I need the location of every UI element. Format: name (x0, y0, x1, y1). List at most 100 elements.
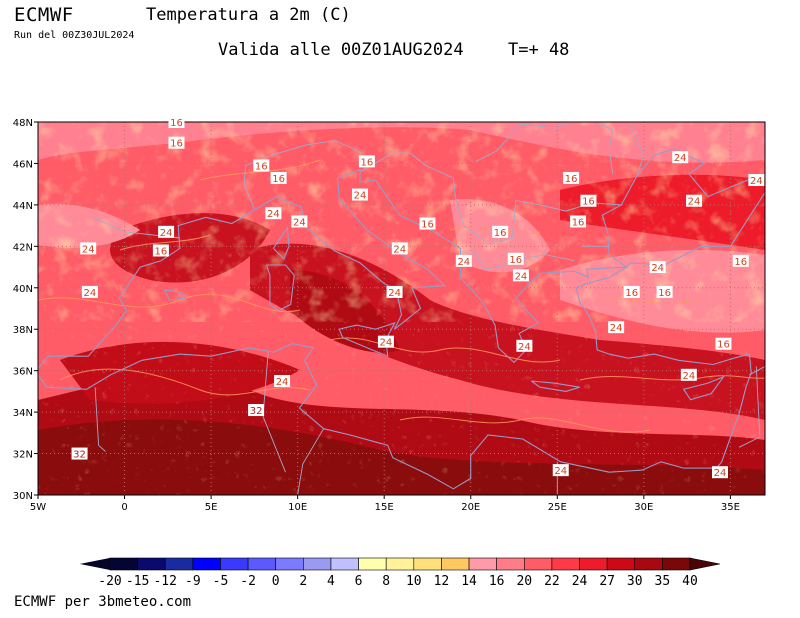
legend-swatch (523, 557, 553, 571)
contour-value-text: 16 (272, 174, 285, 185)
border-line (359, 152, 622, 245)
legend-swatch (109, 557, 138, 571)
contour-value-text: 16 (658, 288, 671, 299)
legend-left-arrow (80, 558, 110, 570)
contour-value-text: 16 (625, 288, 638, 299)
lon-label: 5E (205, 502, 218, 513)
contour-value-text: 16 (734, 257, 747, 268)
contour-value-text: 24 (610, 323, 623, 334)
contour-value-label: 24 (680, 368, 697, 382)
lat-label: 36N (13, 367, 33, 378)
lon-label: 15E (375, 502, 394, 513)
contour-value-text: 24 (276, 377, 289, 388)
contour-value-label: 24 (748, 174, 765, 187)
legend-tick-label: 35 (655, 574, 671, 589)
contour-value-text: 16 (170, 118, 183, 129)
contour-value-label: 24 (274, 375, 291, 388)
temperature-map: 16 16 16 16 16 24 24 24 24 16 24 24 16 24 24 24 24 16 16 16… (13, 116, 766, 513)
legend-swatch (385, 557, 415, 571)
contour-value-label: 32 (248, 404, 265, 417)
legend-swatch (413, 557, 442, 571)
legend-swatch (137, 557, 166, 571)
border-line (475, 122, 572, 162)
lon-label: 0 (121, 502, 127, 513)
contour-value-label: 24 (80, 242, 97, 255)
contour-value-text: 24 (674, 153, 687, 164)
border-line (297, 428, 324, 495)
lat-label: 46N (13, 159, 33, 170)
contour-value-label: 16 (152, 244, 169, 257)
country-borders (93, 122, 765, 495)
contour-value-label: 16 (623, 285, 640, 299)
legend-tick-label: 30 (627, 574, 643, 589)
legend-tick-label: 40 (682, 574, 698, 589)
border-line (94, 387, 106, 452)
lon-label: 30E (634, 502, 653, 513)
product-title: Temperatura a 2m (C) (146, 5, 351, 25)
legend-tick-label: -15 (126, 574, 149, 589)
legend-tick-label: 10 (406, 574, 422, 589)
legend-tick-label: 4 (327, 574, 335, 589)
contour-value-text: 24 (160, 228, 173, 239)
lat-label: 34N (13, 408, 33, 419)
contour-value-text: 16 (155, 246, 168, 257)
coastline (38, 148, 765, 369)
contour-value-label: 32 (71, 447, 88, 461)
legend-swatch (579, 557, 608, 571)
contour-value-text: 16 (565, 174, 578, 185)
border-line (629, 125, 645, 177)
contour-value-label: 24 (386, 285, 403, 299)
contour-value-label: 24 (377, 335, 394, 349)
contour-value-label: 16 (715, 337, 732, 351)
contour-value-text: 16 (421, 220, 434, 231)
contour-value-label: 24 (455, 254, 472, 268)
legend-swatch (220, 557, 249, 571)
contour-value-text: 16 (717, 340, 730, 351)
map-border (37, 121, 766, 496)
contour-value-text: 24 (682, 371, 695, 382)
contour-value-label: 16 (507, 252, 524, 266)
contour-value-label: 16 (168, 136, 185, 150)
legend-swatch (551, 557, 580, 571)
footer-credit: ECMWF per 3bmeteo.com (14, 594, 192, 610)
legend-tick-label: -5 (213, 574, 229, 589)
contour-value-text: 24 (554, 466, 567, 477)
legend-tick-label: -2 (240, 574, 256, 589)
contour-lines (38, 159, 765, 433)
legend-tick-label: 16 (489, 574, 505, 589)
legend-tick-label: 27 (599, 574, 615, 589)
forecast-step: T=+ 48 (508, 40, 570, 60)
contour-value-text: 24 (293, 217, 306, 228)
legend-swatch (606, 557, 636, 571)
coastline (272, 226, 290, 260)
lon-label: 20E (461, 502, 480, 513)
lon-label: 10E (288, 502, 307, 513)
contour-value-label: 16 (270, 171, 287, 185)
contour-value-text: 16 (361, 157, 374, 168)
legend-swatch (247, 557, 277, 571)
model-name: ECMWF (14, 4, 74, 26)
lat-label: 40N (13, 284, 33, 295)
contour-value-label: 16 (492, 225, 509, 239)
legend-left-arrow-fill (80, 558, 110, 570)
legend-swatch (192, 557, 221, 571)
contour-value-text: 24 (354, 191, 367, 202)
contour-value-text: 16 (509, 255, 522, 266)
contour-value-label: 16 (168, 116, 185, 129)
contour-value-text: 24 (515, 271, 528, 282)
lat-label: 44N (13, 201, 33, 212)
legend-tick-label: 24 (572, 574, 588, 589)
contour-value-text: 24 (688, 197, 701, 208)
lat-label: 32N (13, 450, 33, 461)
contour-value-label: 24 (552, 464, 569, 477)
contour-value-text: 24 (457, 257, 470, 268)
contour-value-label: 24 (291, 215, 308, 228)
contour-value-text: 24 (393, 244, 406, 255)
contour-value-text: 32 (73, 450, 86, 461)
legend-tick-label: -20 (98, 574, 121, 589)
legend-swatch (496, 557, 525, 571)
coastline (265, 264, 295, 312)
legend-tick-label: -12 (153, 574, 176, 589)
contour-value-text: 16 (170, 139, 183, 150)
contour-value-label: 24 (265, 207, 282, 220)
